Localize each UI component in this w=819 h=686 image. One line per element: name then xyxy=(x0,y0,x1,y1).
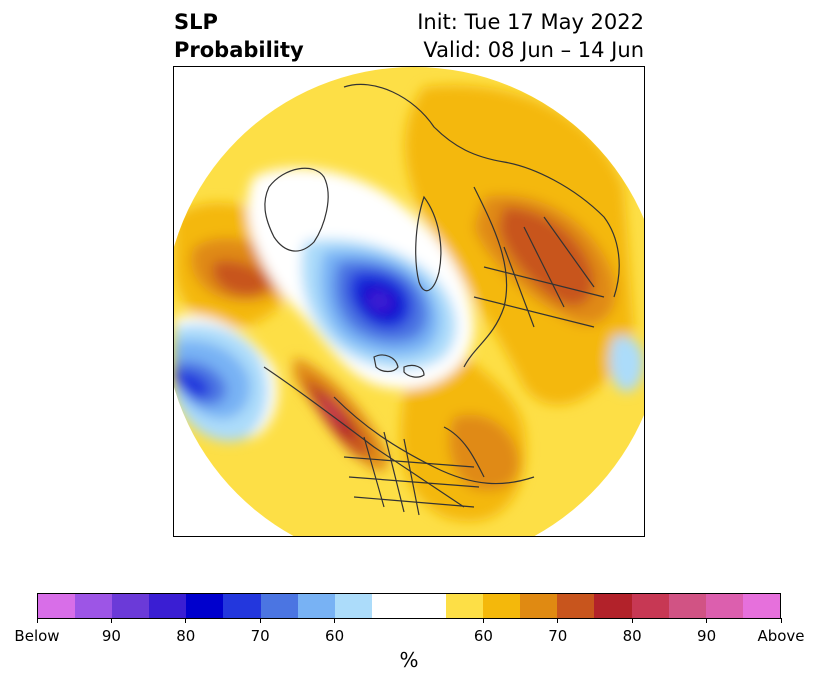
colorbar-segment xyxy=(483,594,521,618)
colorbar-segment xyxy=(668,594,706,618)
colorbar-segment xyxy=(594,594,632,618)
colorbar-tick-label: Below xyxy=(14,627,60,645)
colorbar-segment xyxy=(223,594,261,618)
map-borders xyxy=(263,83,620,516)
colorbar-segment xyxy=(557,594,595,618)
title-left: SLP Probability xyxy=(174,8,304,64)
colorbar-tick xyxy=(557,618,559,623)
colorbar-tick xyxy=(334,618,336,623)
colorbar-tick-label: Above xyxy=(757,627,805,645)
colorbar-segment xyxy=(186,594,224,618)
colorbar-segment xyxy=(742,594,780,618)
colorbar-segment xyxy=(75,594,113,618)
colorbar-segment xyxy=(520,594,558,618)
init-date: Init: Tue 17 May 2022 xyxy=(417,10,644,34)
colorbar-tick-label: 60 xyxy=(473,627,493,645)
colorbar-segment xyxy=(334,594,372,618)
title-type: Probability xyxy=(174,38,304,62)
colorbar-segment xyxy=(446,594,484,618)
colorbar-unit: % xyxy=(399,648,419,672)
colorbar-segment xyxy=(631,594,669,618)
colorbar-tick-label: 90 xyxy=(101,627,121,645)
colorbar-tick-label: 70 xyxy=(250,627,270,645)
colorbar-segment xyxy=(260,594,298,618)
colorbar-tick-label: 70 xyxy=(548,627,568,645)
colorbar-segment xyxy=(112,594,150,618)
map-frame xyxy=(173,66,645,537)
colorbar xyxy=(37,593,781,619)
colorbar-tick-label: 80 xyxy=(622,627,642,645)
colorbar-segment xyxy=(297,594,335,618)
colorbar-segment xyxy=(149,594,187,618)
colorbar-tick xyxy=(631,618,633,623)
colorbar-tick xyxy=(110,618,112,623)
colorbar-tick xyxy=(706,618,708,623)
probability-map xyxy=(174,67,644,536)
colorbar-tick-label: 80 xyxy=(176,627,196,645)
colorbar-segment xyxy=(371,594,447,618)
valid-range: Valid: 08 Jun – 14 Jun xyxy=(423,38,644,62)
colorbar-tick-label: 60 xyxy=(325,627,345,645)
title-right: Init: Tue 17 May 2022 Valid: 08 Jun – 14… xyxy=(417,8,644,64)
colorbar-tick xyxy=(259,618,261,623)
colorbar-tick-label: 90 xyxy=(697,627,717,645)
colorbar-tick xyxy=(36,618,38,623)
colorbar-tick xyxy=(482,618,484,623)
colorbar-tick xyxy=(185,618,187,623)
colorbar-segment xyxy=(705,594,743,618)
title-variable: SLP xyxy=(174,10,218,34)
colorbar-segment xyxy=(38,594,76,618)
colorbar-tick xyxy=(780,618,782,623)
